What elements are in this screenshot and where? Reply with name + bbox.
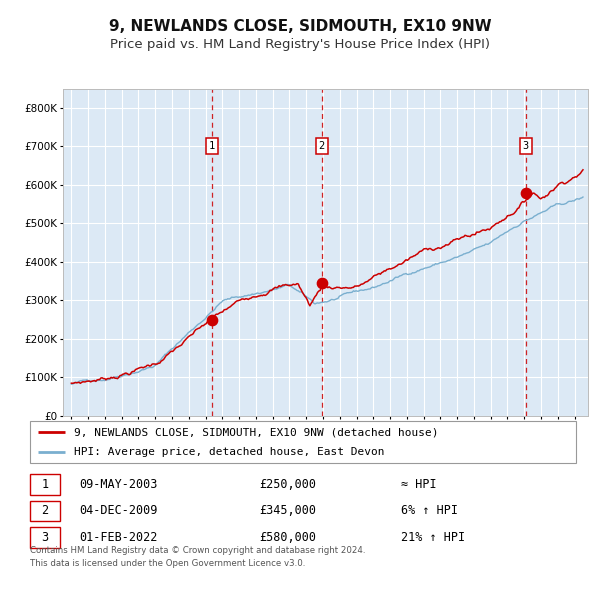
Text: £250,000: £250,000 — [259, 478, 316, 491]
Text: 2: 2 — [41, 504, 49, 517]
Text: 6% ↑ HPI: 6% ↑ HPI — [401, 504, 458, 517]
Text: Price paid vs. HM Land Registry's House Price Index (HPI): Price paid vs. HM Land Registry's House … — [110, 38, 490, 51]
Text: 04-DEC-2009: 04-DEC-2009 — [79, 504, 158, 517]
Text: 1: 1 — [41, 478, 49, 491]
Text: 09-MAY-2003: 09-MAY-2003 — [79, 478, 158, 491]
Text: 01-FEB-2022: 01-FEB-2022 — [79, 531, 158, 544]
Text: HPI: Average price, detached house, East Devon: HPI: Average price, detached house, East… — [74, 447, 384, 457]
Point — [207, 315, 217, 324]
Text: 1: 1 — [208, 141, 215, 151]
FancyBboxPatch shape — [30, 474, 60, 495]
Text: 9, NEWLANDS CLOSE, SIDMOUTH, EX10 9NW: 9, NEWLANDS CLOSE, SIDMOUTH, EX10 9NW — [109, 19, 491, 34]
FancyBboxPatch shape — [30, 421, 576, 463]
Text: ≈ HPI: ≈ HPI — [401, 478, 437, 491]
Point — [521, 188, 530, 197]
Text: 9, NEWLANDS CLOSE, SIDMOUTH, EX10 9NW (detached house): 9, NEWLANDS CLOSE, SIDMOUTH, EX10 9NW (d… — [74, 427, 438, 437]
Text: 21% ↑ HPI: 21% ↑ HPI — [401, 531, 466, 544]
Text: This data is licensed under the Open Government Licence v3.0.: This data is licensed under the Open Gov… — [30, 559, 305, 568]
Text: £345,000: £345,000 — [259, 504, 316, 517]
Text: 2: 2 — [319, 141, 325, 151]
FancyBboxPatch shape — [30, 500, 60, 522]
FancyBboxPatch shape — [30, 527, 60, 548]
Text: 3: 3 — [41, 531, 49, 544]
Text: Contains HM Land Registry data © Crown copyright and database right 2024.: Contains HM Land Registry data © Crown c… — [30, 546, 365, 555]
Text: 3: 3 — [523, 141, 529, 151]
Point — [317, 278, 326, 288]
Text: £580,000: £580,000 — [259, 531, 316, 544]
